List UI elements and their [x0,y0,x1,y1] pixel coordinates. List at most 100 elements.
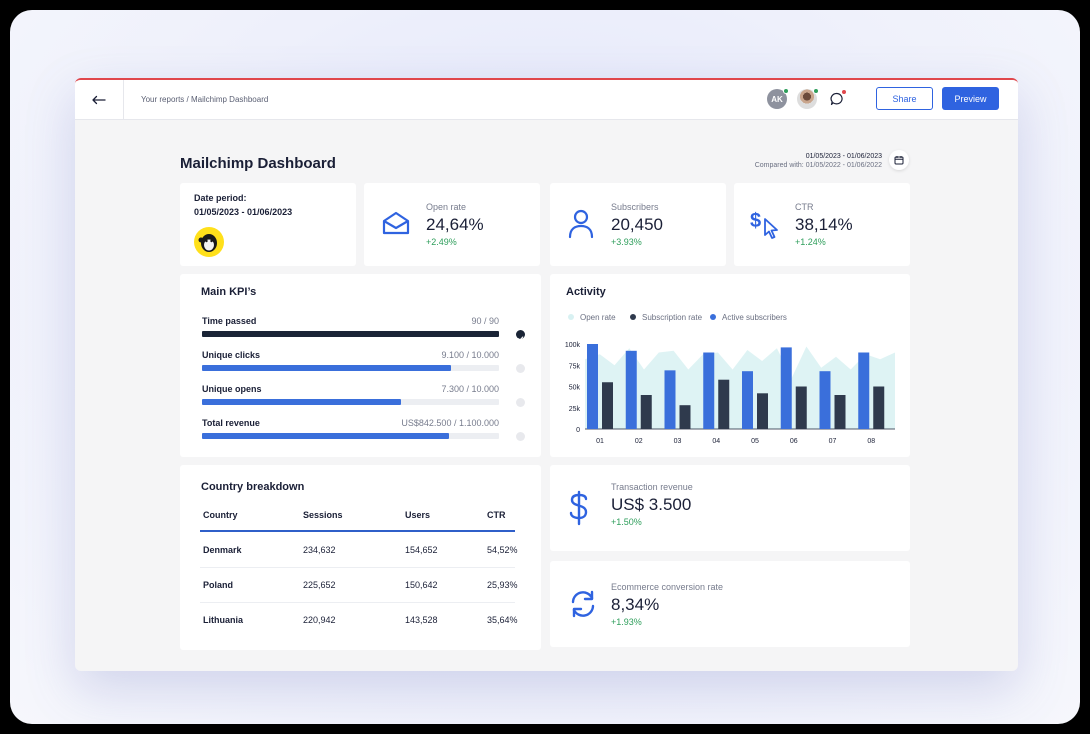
date-period-label: Date period: [194,193,247,203]
kpi-name: Unique opens [202,384,262,394]
bar-subscription-rate [679,405,691,429]
pending-circle-icon [516,398,525,407]
page-title: Mailchimp Dashboard [180,155,336,172]
chat-bubble-icon [830,92,843,106]
x-tick-label: 04 [712,438,720,445]
bar-active-subscribers [742,371,753,429]
column-header-users[interactable]: Users [405,510,431,520]
ctr-value: 38,14% [795,215,853,234]
pending-circle-icon [516,432,525,441]
row-divider [200,567,515,568]
back-button[interactable] [75,80,124,120]
cell-sessions: 225,652 [303,580,336,590]
legend-marker [710,314,716,320]
cell-sessions: 234,632 [303,545,336,555]
compare-range: Compared with: 01/05/2022 - 01/06/2022 [754,162,882,169]
open-rate-label: Open rate [426,202,467,212]
activity-chart: Open rate Subscription rate Active subscri… [565,313,895,445]
main-kpis-card: Main KPI’s Time passed 90 / 90 Unique clic… [180,274,541,457]
bar-subscription-rate [834,395,846,429]
date-range[interactable]: 01/05/2023 - 01/06/2023 [805,153,882,160]
user-icon [568,209,594,239]
x-tick-label: 03 [674,438,682,445]
activity-card: Activity Open rate Subscription rate Activ… [550,274,910,457]
open-rate-change: +2.49% [426,237,457,247]
column-header-country[interactable]: Country [203,510,238,520]
cell-users: 154,652 [405,545,438,555]
x-tick-label: 02 [635,438,643,445]
dashboard-window: Your reports / Mailchimp Dashboard AK Sh… [75,78,1018,671]
check-icon [516,330,525,341]
transaction-revenue-label: Transaction revenue [611,482,693,492]
legend-label: Subscription rate [642,313,703,322]
avatar-photo[interactable] [797,88,819,109]
breadcrumb[interactable]: Your reports / Mailchimp Dashboard [141,95,269,104]
transaction-revenue-change: +1.50% [611,517,642,527]
progress-fill [202,433,449,439]
bar-subscription-rate [718,379,730,429]
progress-track [202,399,499,405]
conversion-rate-label: Ecommerce conversion rate [611,582,724,592]
subscribers-change: +3.93% [611,237,642,247]
cell-sessions: 220,942 [303,615,336,625]
legend-label: Open rate [580,313,616,322]
y-tick-label: 75k [569,363,581,370]
preview-button[interactable]: Preview [942,87,999,110]
kpi-name: Unique clicks [202,350,261,360]
screen-background: Your reports / Mailchimp Dashboard AK Sh… [10,10,1080,724]
envelope-icon [382,211,410,235]
bar-subscription-rate [757,393,768,429]
refresh-icon [571,590,595,618]
conversion-rate-change: +1.93% [611,617,642,627]
dollar-cursor-icon: $ [750,210,778,239]
column-header-ctr[interactable]: CTR [487,510,506,520]
column-header-sessions[interactable]: Sessions [303,510,343,520]
x-tick-label: 06 [790,438,798,445]
bar-active-subscribers [858,352,870,429]
x-tick-label: 07 [829,438,837,445]
calendar-button[interactable] [889,150,909,170]
x-tick-label: 08 [867,438,875,445]
header-divider [200,530,515,532]
y-tick-label: 0 [576,427,580,434]
cell-country: Lithuania [203,615,243,625]
date-period-value: 01/05/2023 - 01/06/2023 [194,207,293,217]
subscribers-card: Subscribers 20,450 +3.93% [550,183,726,266]
conversion-rate-value: 8,34% [611,595,660,614]
x-tick-label: 05 [751,438,759,445]
bar-active-subscribers [587,344,598,429]
subscribers-label: Subscribers [611,202,659,212]
bar-active-subscribers [703,352,715,429]
ctr-label: CTR [795,202,814,212]
share-button[interactable]: Share [876,87,933,110]
y-tick-label: 100k [565,342,581,349]
kpi-value: 90 / 90 [471,316,499,326]
arrow-left-icon [92,95,106,105]
cell-ctr: 25,93% [487,580,518,590]
ctr-change: +1.24% [795,237,826,247]
cell-ctr: 54,52% [487,545,518,555]
country-breakdown-card: Country breakdown Country Sessions Users… [180,465,541,650]
progress-track [202,433,499,439]
country-breakdown-title: Country breakdown [201,481,305,493]
table-row: Denmark 234,632 154,652 54,52% [200,533,518,568]
progress-fill [202,399,401,405]
progress-fill [202,365,452,371]
bar-active-subscribers [780,347,792,429]
legend-label: Active subscribers [722,313,787,322]
ctr-card: $ CTR 38,14% +1.24% [734,183,910,266]
legend-marker [568,314,574,320]
legend-marker [630,314,636,320]
kpi-value: 9.100 / 10.000 [441,350,499,360]
open-rate-card: Open rate 24,64% +2.49% [364,183,540,266]
kpi-value: US$842.500 / 1.100.000 [401,418,499,428]
top-bar: Your reports / Mailchimp Dashboard AK Sh… [75,80,1018,120]
calendar-icon [894,156,904,165]
comments-button[interactable] [827,89,847,109]
avatar[interactable]: AK [767,88,789,109]
cell-country: Denmark [203,545,242,555]
open-rate-area [585,346,895,429]
date-period-card: Date period: 01/05/2023 - 01/06/2023 [180,183,356,266]
kpi-value: 7.300 / 10.000 [441,384,499,394]
avatar-initials: AK [771,94,783,104]
